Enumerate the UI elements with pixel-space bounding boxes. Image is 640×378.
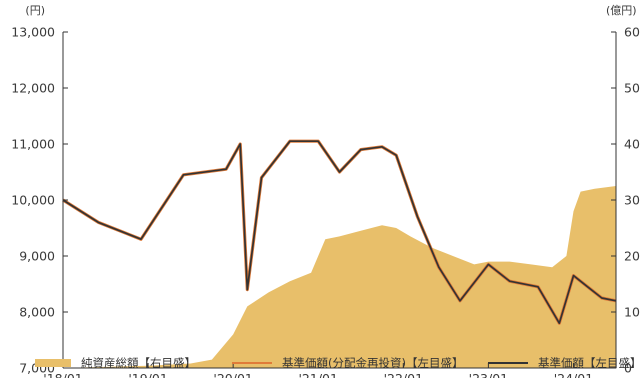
left-tick-label: 11,000	[11, 137, 55, 152]
right-tick-label: 60	[624, 25, 640, 40]
left-tick-label: 9,000	[19, 249, 55, 264]
legend-swatch-net-assets	[35, 359, 71, 367]
left-tick-label: 8,000	[19, 305, 55, 320]
x-tick-label: '22/01	[384, 371, 423, 378]
left-tick-label: 12,000	[11, 81, 55, 96]
right-tick-label: 10	[624, 305, 640, 320]
right-tick-label: 20	[624, 249, 640, 264]
legend-swatch-nav	[488, 362, 528, 364]
right-tick-label: 0	[624, 361, 632, 376]
series-area-0	[63, 186, 616, 368]
left-tick-label: 13,000	[11, 25, 55, 40]
x-tick-label: '21/01	[298, 371, 337, 378]
right-axis-unit: (億円)	[606, 4, 637, 17]
left-tick-label: 10,000	[11, 193, 55, 208]
legend-swatch-nav-reinvested	[232, 362, 272, 364]
x-tick-label: '19/01	[128, 371, 167, 378]
legend-item-nav: 基準価額【左目盛】	[488, 355, 640, 371]
x-tick-label: '24/01	[554, 371, 593, 378]
left-axis-unit: (円)	[25, 4, 45, 17]
right-tick-label: 50	[624, 81, 640, 96]
series-line-2	[62, 140, 617, 325]
right-tick-label: 40	[624, 137, 640, 152]
legend-item-net-assets: 純資産総額【右目盛】	[35, 355, 196, 371]
area-layer	[63, 186, 616, 368]
line-layer	[62, 139, 617, 325]
x-tick-label: '20/01	[213, 371, 252, 378]
legend-label-net-assets: 純資産総額【右目盛】	[81, 356, 196, 370]
x-tick-label: '18/01	[43, 371, 82, 378]
legend-item-nav-reinvested: 基準価額(分配金再投資)【左目盛】	[232, 355, 463, 371]
legend-label-nav: 基準価額【左目盛】	[538, 356, 640, 370]
legend: 純資産総額【右目盛】 基準価額(分配金再投資)【左目盛】 基準価額【左目盛】	[0, 355, 640, 375]
legend-label-nav-reinvested: 基準価額(分配金再投資)【左目盛】	[282, 356, 464, 370]
right-tick-label: 30	[624, 193, 640, 208]
x-tick-label: '23/01	[469, 371, 508, 378]
